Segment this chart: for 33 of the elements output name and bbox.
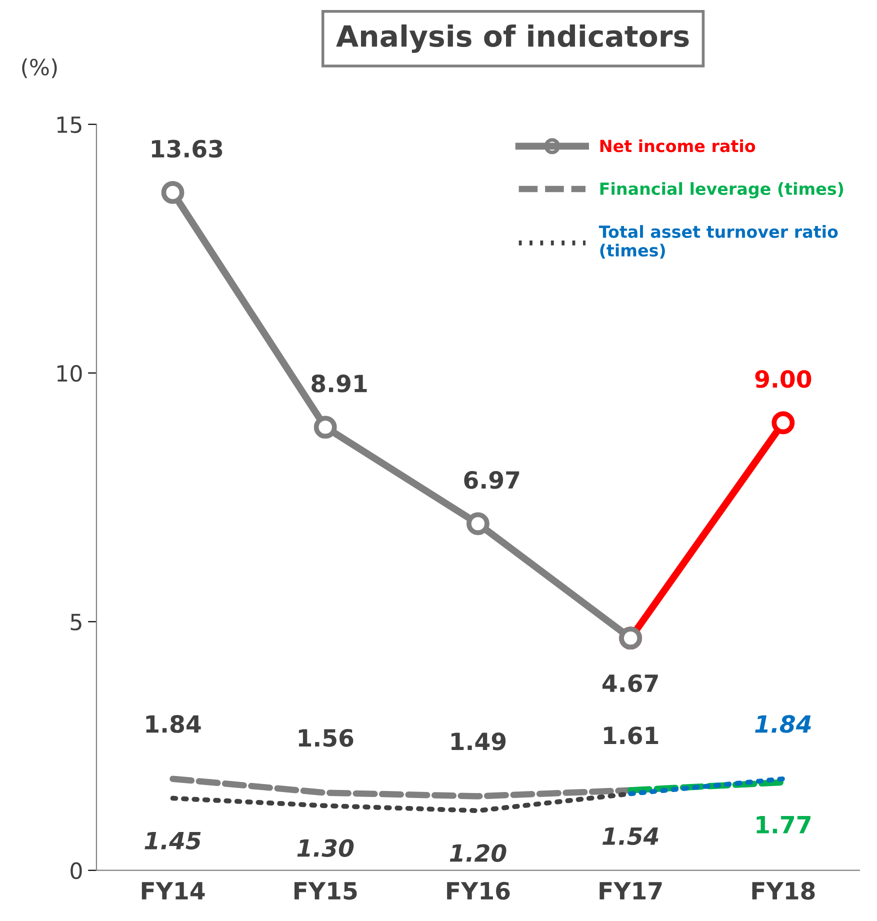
x-tick-label: FY16 xyxy=(447,882,510,900)
data-label: 1.54 xyxy=(602,828,658,846)
data-label: 1.56 xyxy=(298,728,354,747)
y-tick-label: 15 xyxy=(57,116,82,134)
x-tick-label: FY18 xyxy=(752,882,815,900)
data-label: 1.84 xyxy=(146,715,201,733)
data-label: 4.67 xyxy=(602,674,658,692)
data-label: 1.30 xyxy=(297,839,354,857)
data-label: 1.20 xyxy=(450,844,506,862)
chart-title: Analysis of indicators xyxy=(336,24,689,53)
data-label: 9.00 xyxy=(755,370,812,388)
y-tick-label: 0 xyxy=(70,862,82,880)
legend-label: Total asset turnover ratio (times) xyxy=(598,225,838,259)
data-label: 1.84 xyxy=(755,715,811,733)
data-label: 1.61 xyxy=(604,726,658,744)
y-tick-label: 10 xyxy=(57,364,82,382)
point xyxy=(466,512,490,536)
data-label: 1.49 xyxy=(452,732,506,750)
point xyxy=(772,411,795,434)
x-tick-label: FY17 xyxy=(600,882,662,900)
legend-label: Financial leverage (times) xyxy=(600,182,844,198)
x-tick-label: FY14 xyxy=(142,882,205,900)
point xyxy=(314,416,337,439)
point xyxy=(161,181,184,204)
x-tick-label: FY15 xyxy=(294,882,357,900)
data-label: 1.45 xyxy=(144,832,201,850)
y-axis-title: (%) xyxy=(22,58,57,78)
data-label: 13.63 xyxy=(152,140,222,158)
legend-label: Net income ratio xyxy=(600,139,756,152)
data-label: 6.97 xyxy=(464,471,520,489)
y-tick-label: 5 xyxy=(70,614,82,630)
data-label: 8.91 xyxy=(312,374,367,392)
data-label: 1.77 xyxy=(756,816,810,834)
